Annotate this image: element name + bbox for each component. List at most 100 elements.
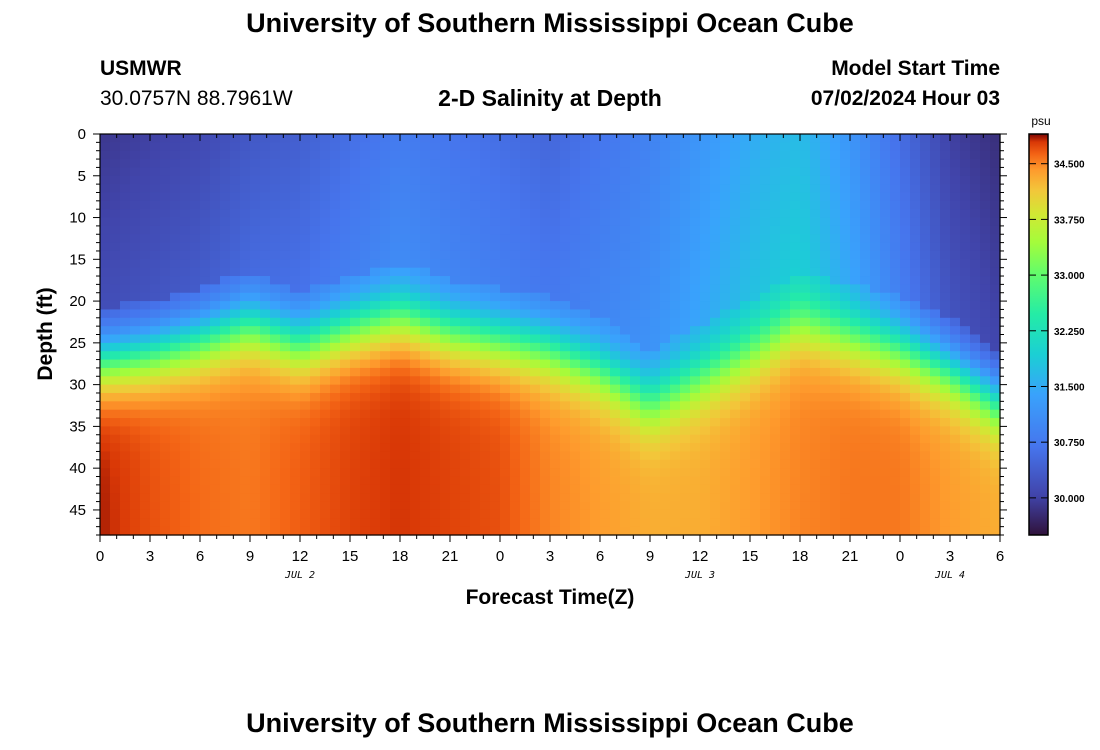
heatmap-cell bbox=[280, 459, 291, 469]
heatmap-cell bbox=[380, 401, 391, 411]
heatmap-cell bbox=[870, 301, 881, 311]
heatmap-cell bbox=[610, 150, 621, 160]
heatmap-cell bbox=[400, 409, 411, 419]
heatmap-cell bbox=[590, 167, 601, 177]
heatmap-cell bbox=[250, 192, 261, 202]
heatmap-cell bbox=[620, 359, 631, 369]
heatmap-cell bbox=[640, 501, 651, 511]
heatmap-cell bbox=[830, 242, 841, 252]
heatmap-cell bbox=[630, 184, 641, 194]
heatmap-cell bbox=[510, 267, 521, 277]
heatmap-cell bbox=[930, 234, 941, 244]
heatmap-cell bbox=[660, 418, 671, 427]
heatmap-cell bbox=[220, 359, 231, 369]
heatmap-cell bbox=[420, 184, 431, 194]
heatmap-cell bbox=[980, 150, 991, 160]
heatmap-cell bbox=[350, 267, 361, 277]
heatmap-cell bbox=[620, 192, 631, 202]
heatmap-cell bbox=[640, 376, 651, 386]
heatmap-cell bbox=[820, 184, 831, 194]
y-tick-label: 20 bbox=[69, 293, 86, 310]
heatmap-cell bbox=[800, 292, 811, 302]
heatmap-cell bbox=[350, 159, 361, 169]
heatmap-cell bbox=[610, 434, 621, 444]
heatmap-cell bbox=[180, 359, 191, 369]
heatmap-cell bbox=[840, 284, 851, 294]
heatmap-cell bbox=[200, 234, 211, 244]
heatmap-cell bbox=[920, 518, 931, 528]
x-tick-label: 0 bbox=[496, 548, 504, 565]
heatmap-cell bbox=[500, 225, 511, 235]
heatmap-cell bbox=[470, 184, 481, 194]
heatmap-cell bbox=[700, 501, 711, 511]
heatmap-cell bbox=[120, 192, 131, 202]
heatmap-cell bbox=[610, 276, 621, 285]
heatmap-cell bbox=[590, 526, 601, 536]
heatmap-cell bbox=[630, 209, 641, 219]
heatmap-cell bbox=[920, 167, 931, 177]
heatmap-cell bbox=[740, 317, 751, 327]
heatmap-cell bbox=[410, 342, 421, 352]
heatmap-cell bbox=[780, 276, 791, 285]
heatmap-cell bbox=[750, 401, 761, 411]
heatmap-cell bbox=[240, 401, 251, 411]
heatmap-cell bbox=[300, 367, 311, 377]
heatmap-cell bbox=[800, 426, 811, 436]
heatmap-cell bbox=[290, 501, 301, 511]
heatmap-cell bbox=[300, 192, 311, 202]
heatmap-cell bbox=[220, 351, 231, 361]
heatmap-cell bbox=[220, 284, 231, 294]
heatmap-cell bbox=[180, 326, 191, 336]
heatmap-cell bbox=[920, 217, 931, 227]
heatmap-cell bbox=[300, 426, 311, 436]
heatmap-cell bbox=[880, 459, 891, 469]
heatmap-cell bbox=[140, 367, 151, 377]
heatmap-cell bbox=[510, 301, 521, 311]
heatmap-cell bbox=[860, 184, 871, 194]
heatmap-cell bbox=[410, 443, 421, 453]
heatmap-cell bbox=[720, 418, 731, 427]
heatmap-cell bbox=[600, 217, 611, 227]
heatmap-cell bbox=[270, 309, 281, 319]
heatmap-cell bbox=[680, 159, 691, 169]
heatmap-cell bbox=[350, 284, 361, 294]
heatmap-cell bbox=[150, 367, 161, 377]
heatmap-cell bbox=[990, 334, 1001, 344]
heatmap-cell bbox=[730, 459, 741, 469]
heatmap-cell bbox=[700, 184, 711, 194]
heatmap-cell bbox=[970, 426, 981, 436]
heatmap-cell bbox=[760, 167, 771, 177]
heatmap-cell bbox=[580, 200, 591, 210]
heatmap-cell bbox=[190, 209, 201, 219]
heatmap-cell bbox=[170, 134, 181, 143]
heatmap-cell bbox=[990, 259, 1001, 269]
heatmap-cell bbox=[580, 351, 591, 361]
heatmap-cell bbox=[430, 326, 441, 336]
heatmap-cell bbox=[200, 334, 211, 344]
heatmap-cell bbox=[390, 401, 401, 411]
heatmap-cell bbox=[960, 426, 971, 436]
heatmap-cell bbox=[420, 359, 431, 369]
heatmap-cell bbox=[370, 225, 381, 235]
heatmap-cell bbox=[320, 317, 331, 327]
heatmap-cell bbox=[300, 225, 311, 235]
heatmap-cell bbox=[970, 518, 981, 528]
x-tick-label: 0 bbox=[896, 548, 904, 565]
heatmap-cell bbox=[770, 175, 781, 185]
heatmap-cell bbox=[270, 259, 281, 269]
heatmap-cell bbox=[210, 451, 221, 461]
heatmap-cell bbox=[940, 200, 951, 210]
heatmap-cell bbox=[890, 276, 901, 285]
heatmap-cell bbox=[600, 509, 611, 519]
heatmap-cell bbox=[690, 184, 701, 194]
heatmap-cell bbox=[200, 518, 211, 528]
heatmap-cell bbox=[510, 292, 521, 302]
heatmap-cell bbox=[500, 150, 511, 160]
heatmap-cell bbox=[660, 142, 671, 152]
heatmap-cell bbox=[280, 484, 291, 494]
heatmap-cell bbox=[310, 175, 321, 185]
heatmap-cell bbox=[180, 392, 191, 402]
heatmap-cell bbox=[200, 459, 211, 469]
heatmap-cell bbox=[370, 142, 381, 152]
heatmap-cell bbox=[960, 309, 971, 319]
